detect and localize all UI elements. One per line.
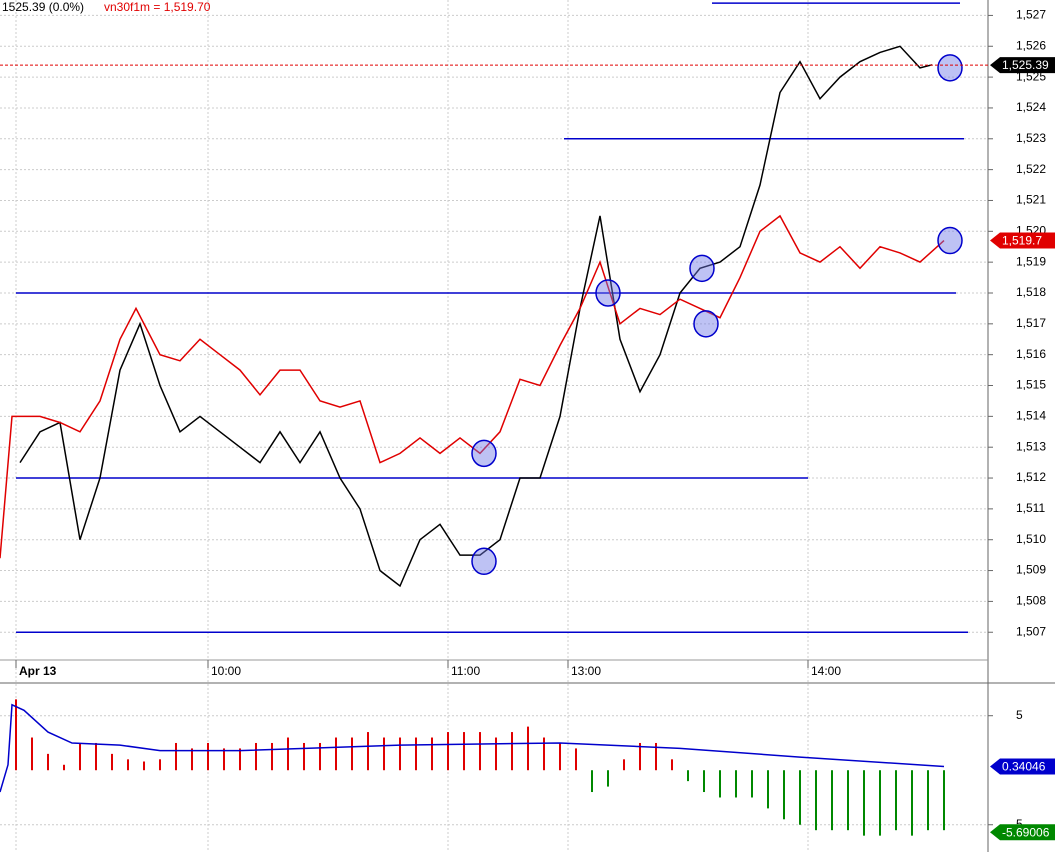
series-line xyxy=(19,45,933,588)
y-tick-label: 1,508 xyxy=(1016,594,1046,608)
x-tick-label: 10:00 xyxy=(211,664,241,678)
marker-circle xyxy=(471,439,497,468)
x-tick-label: 14:00 xyxy=(811,664,841,678)
marker-circle xyxy=(937,226,963,255)
price-tag xyxy=(990,57,1055,74)
price-tag-label: 0.34046 xyxy=(1002,760,1046,774)
y-tick-label: 5 xyxy=(1016,708,1023,722)
price-tag-label: 1,519.7 xyxy=(1002,234,1042,248)
y-tick-label: 1,519 xyxy=(1016,254,1046,268)
y-tick-label: 5 xyxy=(1016,817,1023,831)
x-tick-label: 13:00 xyxy=(571,664,601,678)
y-tick-label: 1,527 xyxy=(1016,8,1046,22)
price-tag xyxy=(990,758,1055,775)
marker-circle xyxy=(595,279,621,307)
y-tick-label: 1,523 xyxy=(1016,131,1046,145)
y-tick-label: 1,507 xyxy=(1016,624,1046,638)
price-tag-label: -5.69006 xyxy=(1002,825,1050,839)
header-price: 1525.39 (0.0%) xyxy=(2,0,84,14)
y-tick-label: 1,509 xyxy=(1016,563,1046,577)
y-tick-label: 1,514 xyxy=(1016,409,1046,423)
y-tick-label: 1,517 xyxy=(1016,316,1046,330)
y-tick-label: 1,510 xyxy=(1016,532,1046,546)
marker-circle xyxy=(693,310,719,338)
marker-circle xyxy=(937,54,963,82)
marker-circle xyxy=(689,254,715,283)
x-tick-label: Apr 13 xyxy=(19,664,57,678)
y-tick-label: 1,526 xyxy=(1016,38,1046,52)
y-tick-label: 1,511 xyxy=(1016,501,1045,515)
y-tick-label: 1,515 xyxy=(1016,378,1046,392)
series-line xyxy=(0,703,945,793)
price-tag-label: 1,525.39 xyxy=(1002,58,1049,72)
y-tick-label: 1,518 xyxy=(1016,285,1046,299)
price-tag xyxy=(990,824,1055,841)
y-tick-label: 1,513 xyxy=(1016,439,1046,453)
y-tick-label: 1,516 xyxy=(1016,347,1046,361)
y-tick-label: 1,512 xyxy=(1016,470,1046,484)
x-tick-label: 11:00 xyxy=(451,664,480,678)
y-tick-label: 1,521 xyxy=(1016,193,1046,207)
y-tick-label: 1,524 xyxy=(1016,100,1046,114)
y-tick-label: 1,522 xyxy=(1016,162,1046,176)
header-series: vn30f1m = 1,519.70 xyxy=(104,0,211,14)
marker-circle xyxy=(471,547,497,576)
price-tag xyxy=(990,232,1055,249)
series-line xyxy=(0,214,945,559)
